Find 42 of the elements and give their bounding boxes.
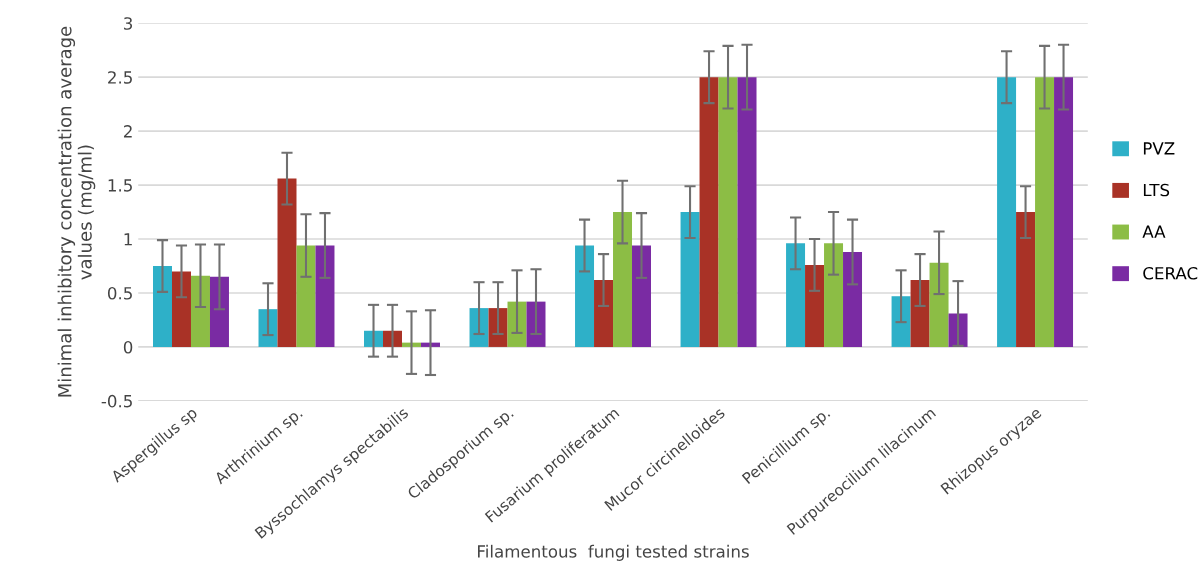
bar	[824, 243, 844, 347]
bar	[153, 266, 172, 347]
y-tick-label: 1.5	[108, 179, 132, 192]
bar	[929, 262, 949, 347]
bar	[315, 245, 335, 347]
x-axis-title: Filamentous fungi tested strains	[478, 544, 749, 561]
y-axis-title: Minimal inhibitory concentration average values (mg/ml)	[57, 26, 96, 397]
bar	[594, 280, 614, 347]
bar	[891, 296, 911, 347]
bar	[680, 212, 700, 347]
bar	[1054, 77, 1074, 347]
bar	[997, 77, 1017, 347]
y-tick-label: 0.5	[107, 286, 132, 300]
bar	[718, 77, 738, 347]
bar	[277, 178, 297, 347]
bar	[469, 308, 489, 347]
bar	[575, 245, 595, 347]
y-tick-label: 2	[123, 125, 132, 138]
y-tick-label: -0.5	[101, 394, 132, 408]
bar	[632, 245, 651, 347]
bar	[843, 251, 863, 347]
bar	[296, 245, 316, 347]
bar	[613, 212, 633, 347]
y-tick-label: 0	[123, 340, 133, 354]
legend-label: CERAC	[1143, 266, 1198, 280]
y-tick-label: 1	[124, 233, 132, 246]
bar	[190, 275, 210, 347]
bar	[488, 308, 508, 347]
bar	[209, 276, 229, 347]
bar	[1035, 77, 1055, 347]
bar	[910, 280, 930, 347]
legend-label: LTS	[1143, 183, 1170, 197]
bar	[786, 243, 806, 347]
bar	[699, 77, 719, 347]
y-tick-label: 2.5	[108, 71, 132, 84]
bar	[805, 264, 825, 347]
bar	[1016, 212, 1036, 347]
y-tick-label: 3	[124, 17, 133, 30]
legend-label: PVZ	[1143, 142, 1175, 155]
bar	[171, 271, 191, 347]
legend-label: AA	[1142, 225, 1166, 238]
bar	[737, 77, 757, 347]
